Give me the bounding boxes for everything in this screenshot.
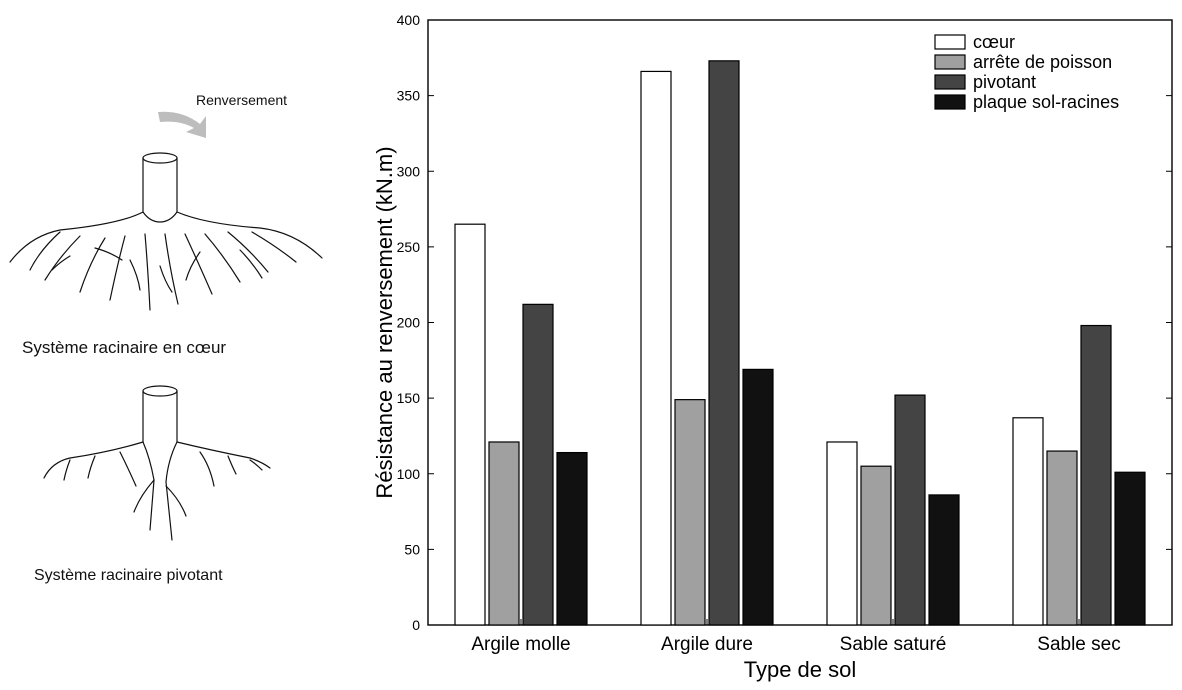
bar xyxy=(826,441,858,626)
overturning-arrow-icon xyxy=(158,111,206,138)
heart-root-caption: Système racinaire en cœur xyxy=(22,338,227,357)
bar xyxy=(1046,450,1078,626)
tap-root-caption: Système racinaire pivotant xyxy=(34,567,223,584)
x-tick-label: Sable sec xyxy=(1037,634,1120,655)
x-tick-label: Argile dure xyxy=(661,634,753,655)
x-tick-label: Sable saturé xyxy=(840,634,947,655)
legend-swatch xyxy=(934,54,966,70)
legend-swatch xyxy=(934,74,966,90)
bar xyxy=(1012,417,1044,626)
bar xyxy=(708,60,740,626)
bar xyxy=(674,399,706,626)
bar xyxy=(488,441,520,626)
root-illustrations xyxy=(9,111,323,541)
y-tick-label: 300 xyxy=(397,163,421,179)
legend-label: pivotant xyxy=(973,72,1036,92)
y-tick-label: 350 xyxy=(397,88,421,104)
y-tick-label: 400 xyxy=(397,12,421,28)
bar xyxy=(1114,471,1146,626)
tap-root-system-icon xyxy=(43,385,271,541)
bar xyxy=(1080,324,1112,626)
x-axis-title: Type de sol xyxy=(744,657,857,682)
legend-label: arrête de poisson xyxy=(973,52,1112,72)
heart-root-system-icon xyxy=(9,152,323,311)
legend-swatch xyxy=(934,94,966,110)
bar xyxy=(556,451,588,626)
y-tick-label: 100 xyxy=(397,466,421,482)
bar xyxy=(928,494,960,626)
y-tick-label: 50 xyxy=(404,541,420,557)
bar xyxy=(522,303,554,626)
legend-swatch xyxy=(934,34,966,50)
y-tick-label: 150 xyxy=(397,390,421,406)
bar xyxy=(454,223,486,626)
y-tick-label: 0 xyxy=(412,617,420,633)
bar xyxy=(742,368,774,626)
bar xyxy=(860,465,892,626)
legend-label: plaque sol-racines xyxy=(973,92,1119,112)
legend-label: cœur xyxy=(973,32,1015,52)
bar xyxy=(894,394,926,626)
y-tick-label: 250 xyxy=(397,239,421,255)
arrow-label: Renversement xyxy=(196,92,288,108)
y-axis-title: Résistance au renversement (kN.m) xyxy=(372,146,397,498)
y-tick-label: 200 xyxy=(397,315,421,331)
x-tick-label: Argile molle xyxy=(471,634,570,655)
bar xyxy=(640,70,672,626)
